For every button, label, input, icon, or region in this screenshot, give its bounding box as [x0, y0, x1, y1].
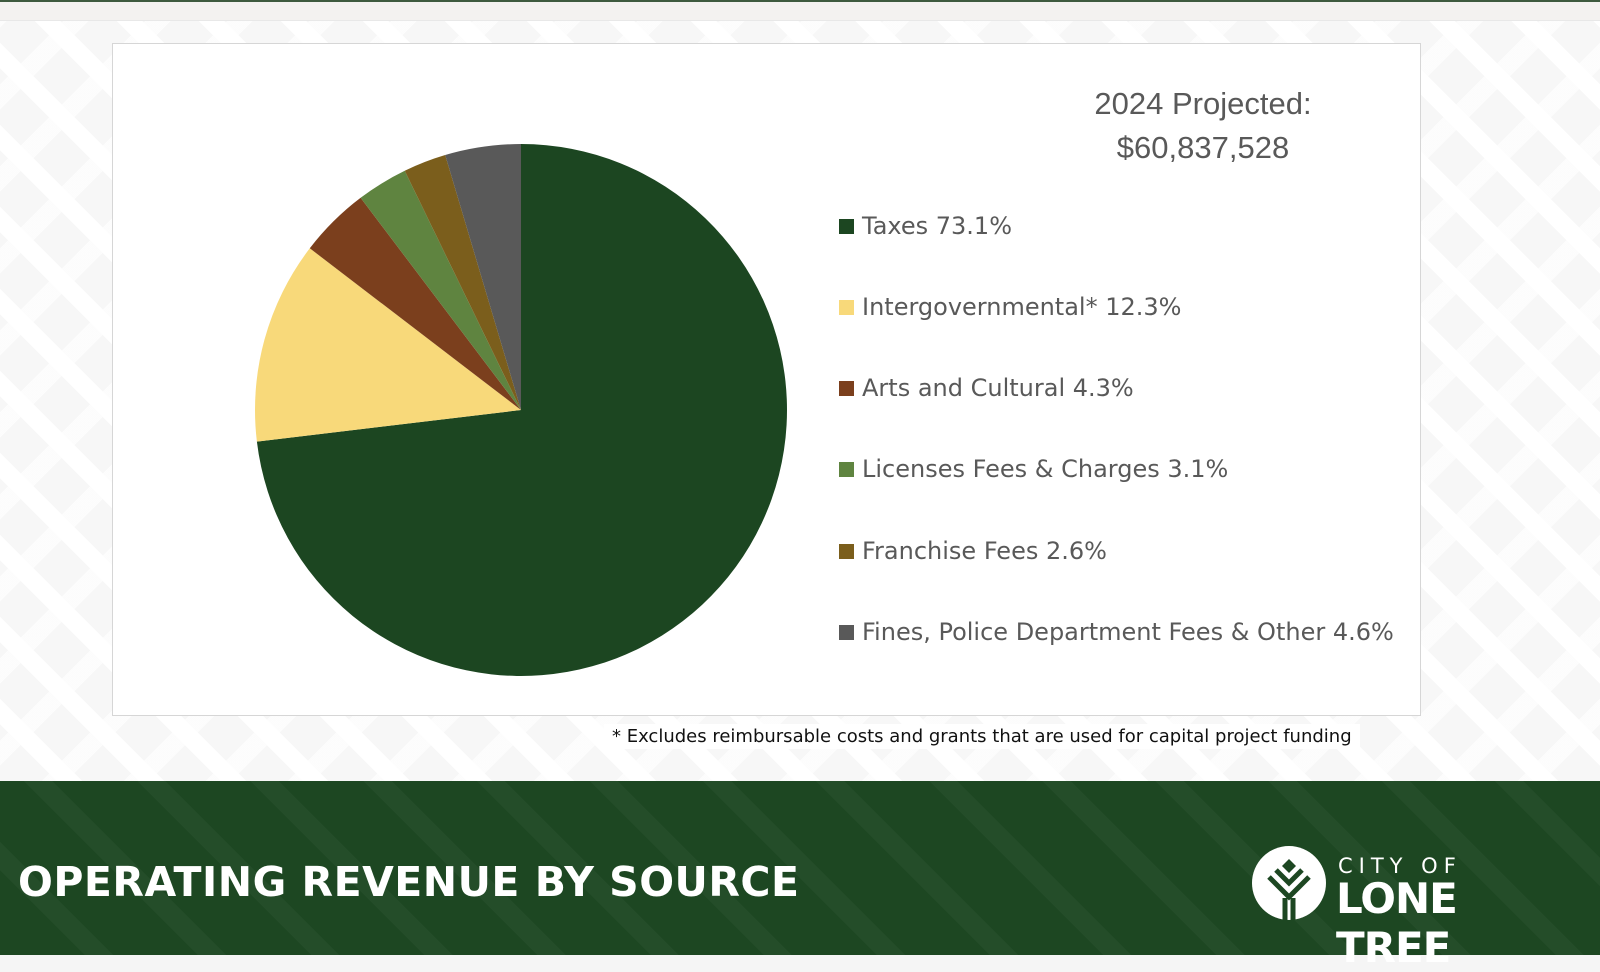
legend-item: Arts and Cultural 4.3%: [839, 374, 1134, 402]
legend-item: Licenses Fees & Charges 3.1%: [839, 455, 1228, 483]
legend-label: Franchise Fees 2.6%: [862, 537, 1107, 565]
legend-label: Intergovernmental* 12.3%: [862, 293, 1182, 321]
pie-chart: [255, 144, 788, 676]
chart-card: 2024 Projected: $60,837,528 Taxes 73.1% I…: [112, 43, 1421, 716]
legend-swatch: [839, 461, 854, 477]
slide-title: OPERATING REVENUE BY SOURCE: [18, 858, 800, 906]
chart-title-total: $60,837,528: [1116, 130, 1290, 165]
pie-slice-1: [255, 248, 522, 442]
legend-swatch: [839, 543, 854, 559]
legend-item: Taxes 73.1%: [839, 212, 1012, 240]
legend-label: Taxes 73.1%: [862, 212, 1012, 240]
tree-logo-icon: [1252, 846, 1326, 920]
pie-slice-2: [309, 197, 521, 410]
legend-item: Intergovernmental* 12.3%: [839, 293, 1181, 321]
legend-label: Licenses Fees & Charges 3.1%: [862, 455, 1229, 483]
logo-text-main: LONE TREE: [1336, 874, 1458, 972]
top-border: [0, 0, 1600, 2]
legend-label: Arts and Cultural 4.3%: [862, 374, 1134, 402]
footer-band: [0, 781, 1600, 955]
legend-item: Franchise Fees 2.6%: [839, 537, 1107, 565]
top-bar: [0, 2, 1600, 21]
legend-swatch: [839, 380, 854, 396]
footnote: * Excludes reimbursable costs and grants…: [604, 724, 1360, 749]
legend-item: Fines, Police Department Fees & Other 4.…: [839, 618, 1394, 646]
legend-label: Fines, Police Department Fees & Other 4.…: [862, 618, 1394, 646]
city-logo: CITY OF LONE TREE: [1252, 846, 1582, 972]
pie-slice-5: [445, 144, 521, 410]
pie-slice-4: [404, 155, 521, 410]
logo-text-top: CITY OF: [1338, 854, 1462, 878]
legend-swatch: [839, 218, 854, 234]
chart-title-line1: 2024 Projected:: [1094, 86, 1312, 121]
pie-slice-0: [256, 144, 788, 676]
pie-slice-3: [360, 170, 521, 410]
legend-swatch: [839, 299, 854, 315]
legend-swatch: [839, 624, 854, 640]
